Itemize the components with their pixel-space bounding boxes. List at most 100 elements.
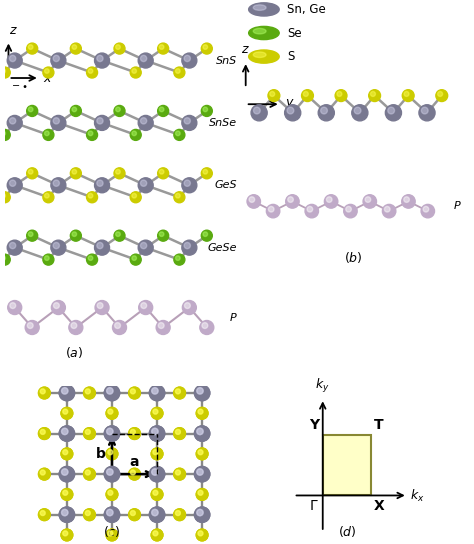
Circle shape xyxy=(1,131,6,135)
Circle shape xyxy=(70,106,82,116)
Text: $\bullet$: $\bullet$ xyxy=(21,81,28,90)
Circle shape xyxy=(158,168,169,179)
Circle shape xyxy=(54,302,59,308)
Circle shape xyxy=(9,180,16,187)
Circle shape xyxy=(40,429,45,435)
Circle shape xyxy=(152,509,158,516)
Circle shape xyxy=(128,509,140,521)
Circle shape xyxy=(116,45,120,50)
Circle shape xyxy=(158,230,169,241)
Circle shape xyxy=(194,466,210,482)
Circle shape xyxy=(139,300,153,314)
Circle shape xyxy=(196,529,208,541)
Circle shape xyxy=(9,118,16,124)
Circle shape xyxy=(423,206,429,212)
Circle shape xyxy=(83,387,95,399)
Circle shape xyxy=(132,69,137,73)
Circle shape xyxy=(59,385,74,401)
Circle shape xyxy=(175,256,180,261)
Circle shape xyxy=(61,407,73,419)
Circle shape xyxy=(94,53,109,68)
Circle shape xyxy=(132,256,137,261)
Circle shape xyxy=(159,45,164,50)
Circle shape xyxy=(27,168,37,179)
Circle shape xyxy=(38,468,50,480)
Circle shape xyxy=(153,409,158,414)
Circle shape xyxy=(108,531,113,536)
Circle shape xyxy=(203,170,208,174)
Circle shape xyxy=(287,107,294,114)
Circle shape xyxy=(371,91,375,96)
Circle shape xyxy=(130,254,141,265)
Circle shape xyxy=(128,428,140,440)
Circle shape xyxy=(149,507,164,522)
Circle shape xyxy=(152,428,158,435)
Circle shape xyxy=(1,194,6,198)
Circle shape xyxy=(194,385,210,401)
Circle shape xyxy=(303,91,308,96)
Circle shape xyxy=(174,428,185,440)
Circle shape xyxy=(62,509,68,516)
Circle shape xyxy=(203,232,208,237)
Circle shape xyxy=(85,389,90,394)
Circle shape xyxy=(51,115,66,131)
Circle shape xyxy=(388,107,394,114)
Circle shape xyxy=(70,168,82,179)
Circle shape xyxy=(182,178,197,193)
Circle shape xyxy=(85,511,90,516)
Circle shape xyxy=(40,429,45,435)
Text: GeS: GeS xyxy=(214,180,237,190)
Circle shape xyxy=(152,388,158,394)
Circle shape xyxy=(38,428,50,440)
Circle shape xyxy=(132,194,137,198)
Circle shape xyxy=(116,170,120,174)
Circle shape xyxy=(158,106,169,116)
Circle shape xyxy=(151,489,163,500)
Circle shape xyxy=(130,389,136,394)
Circle shape xyxy=(7,115,22,131)
Circle shape xyxy=(198,409,203,414)
Circle shape xyxy=(149,385,164,401)
Circle shape xyxy=(138,115,153,131)
Circle shape xyxy=(40,389,45,394)
Circle shape xyxy=(324,195,338,208)
Circle shape xyxy=(149,426,164,441)
Circle shape xyxy=(112,320,127,335)
Circle shape xyxy=(152,469,158,475)
Circle shape xyxy=(174,254,185,265)
Circle shape xyxy=(114,106,125,116)
Circle shape xyxy=(108,490,113,495)
Circle shape xyxy=(201,168,212,179)
Circle shape xyxy=(175,470,181,475)
Circle shape xyxy=(288,197,293,202)
Circle shape xyxy=(104,466,119,482)
Circle shape xyxy=(61,489,73,500)
Circle shape xyxy=(108,409,113,414)
Circle shape xyxy=(196,489,208,500)
Circle shape xyxy=(198,490,203,495)
Circle shape xyxy=(83,509,95,521)
Circle shape xyxy=(94,178,109,193)
Circle shape xyxy=(194,426,210,441)
Circle shape xyxy=(197,509,203,516)
Circle shape xyxy=(63,490,68,495)
Circle shape xyxy=(130,511,136,516)
Circle shape xyxy=(149,385,164,401)
Circle shape xyxy=(130,511,136,516)
Circle shape xyxy=(114,230,125,241)
Circle shape xyxy=(128,387,140,399)
Circle shape xyxy=(138,53,153,68)
Circle shape xyxy=(194,507,210,522)
Circle shape xyxy=(254,107,260,114)
Circle shape xyxy=(301,90,313,102)
Circle shape xyxy=(196,448,208,460)
Circle shape xyxy=(174,468,185,480)
Circle shape xyxy=(174,509,185,521)
Circle shape xyxy=(182,53,197,68)
Circle shape xyxy=(174,387,185,399)
Circle shape xyxy=(130,192,141,203)
Circle shape xyxy=(106,529,118,541)
Circle shape xyxy=(108,531,113,536)
Circle shape xyxy=(27,323,33,329)
Circle shape xyxy=(419,105,435,121)
